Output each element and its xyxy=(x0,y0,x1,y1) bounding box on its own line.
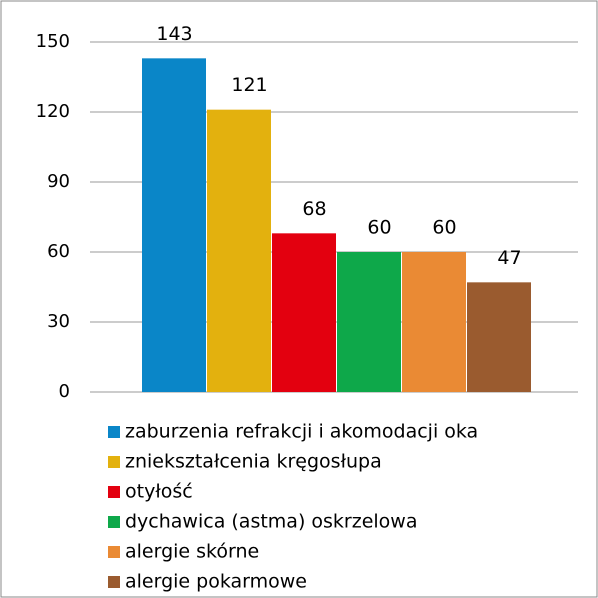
bar xyxy=(337,252,401,392)
legend-swatch xyxy=(108,576,120,588)
data-label: 121 xyxy=(231,74,267,96)
legend-label: alergie skórne xyxy=(125,541,259,563)
legend-label: zniekształcenia kręgosłupa xyxy=(125,451,382,473)
data-label: 143 xyxy=(156,23,192,45)
legend-swatch xyxy=(108,426,120,438)
y-tick-label: 90 xyxy=(47,171,70,192)
legend-swatch xyxy=(108,456,120,468)
bar xyxy=(142,58,206,392)
y-tick-label: 0 xyxy=(59,381,70,402)
data-label: 68 xyxy=(302,198,326,220)
data-label: 60 xyxy=(367,217,391,239)
legend-label: dychawica (astma) oskrzelowa xyxy=(125,511,417,533)
legend-label: zaburzenia refrakcji i akomodacji oka xyxy=(125,421,478,443)
data-label: 60 xyxy=(432,217,456,239)
data-label: 47 xyxy=(497,247,521,269)
legend-label: otyłość xyxy=(125,481,193,503)
bar xyxy=(272,233,336,392)
y-tick-label: 120 xyxy=(36,101,70,122)
y-tick-label: 60 xyxy=(47,241,70,262)
legend-swatch xyxy=(108,546,120,558)
bar xyxy=(402,252,466,392)
y-tick-label: 30 xyxy=(47,311,70,332)
y-tick-label: 150 xyxy=(36,31,70,52)
bar xyxy=(207,109,271,393)
bar xyxy=(467,282,531,392)
legend-label: alergie pokarmowe xyxy=(125,571,307,593)
legend-swatch xyxy=(108,516,120,528)
legend-swatch xyxy=(108,486,120,498)
